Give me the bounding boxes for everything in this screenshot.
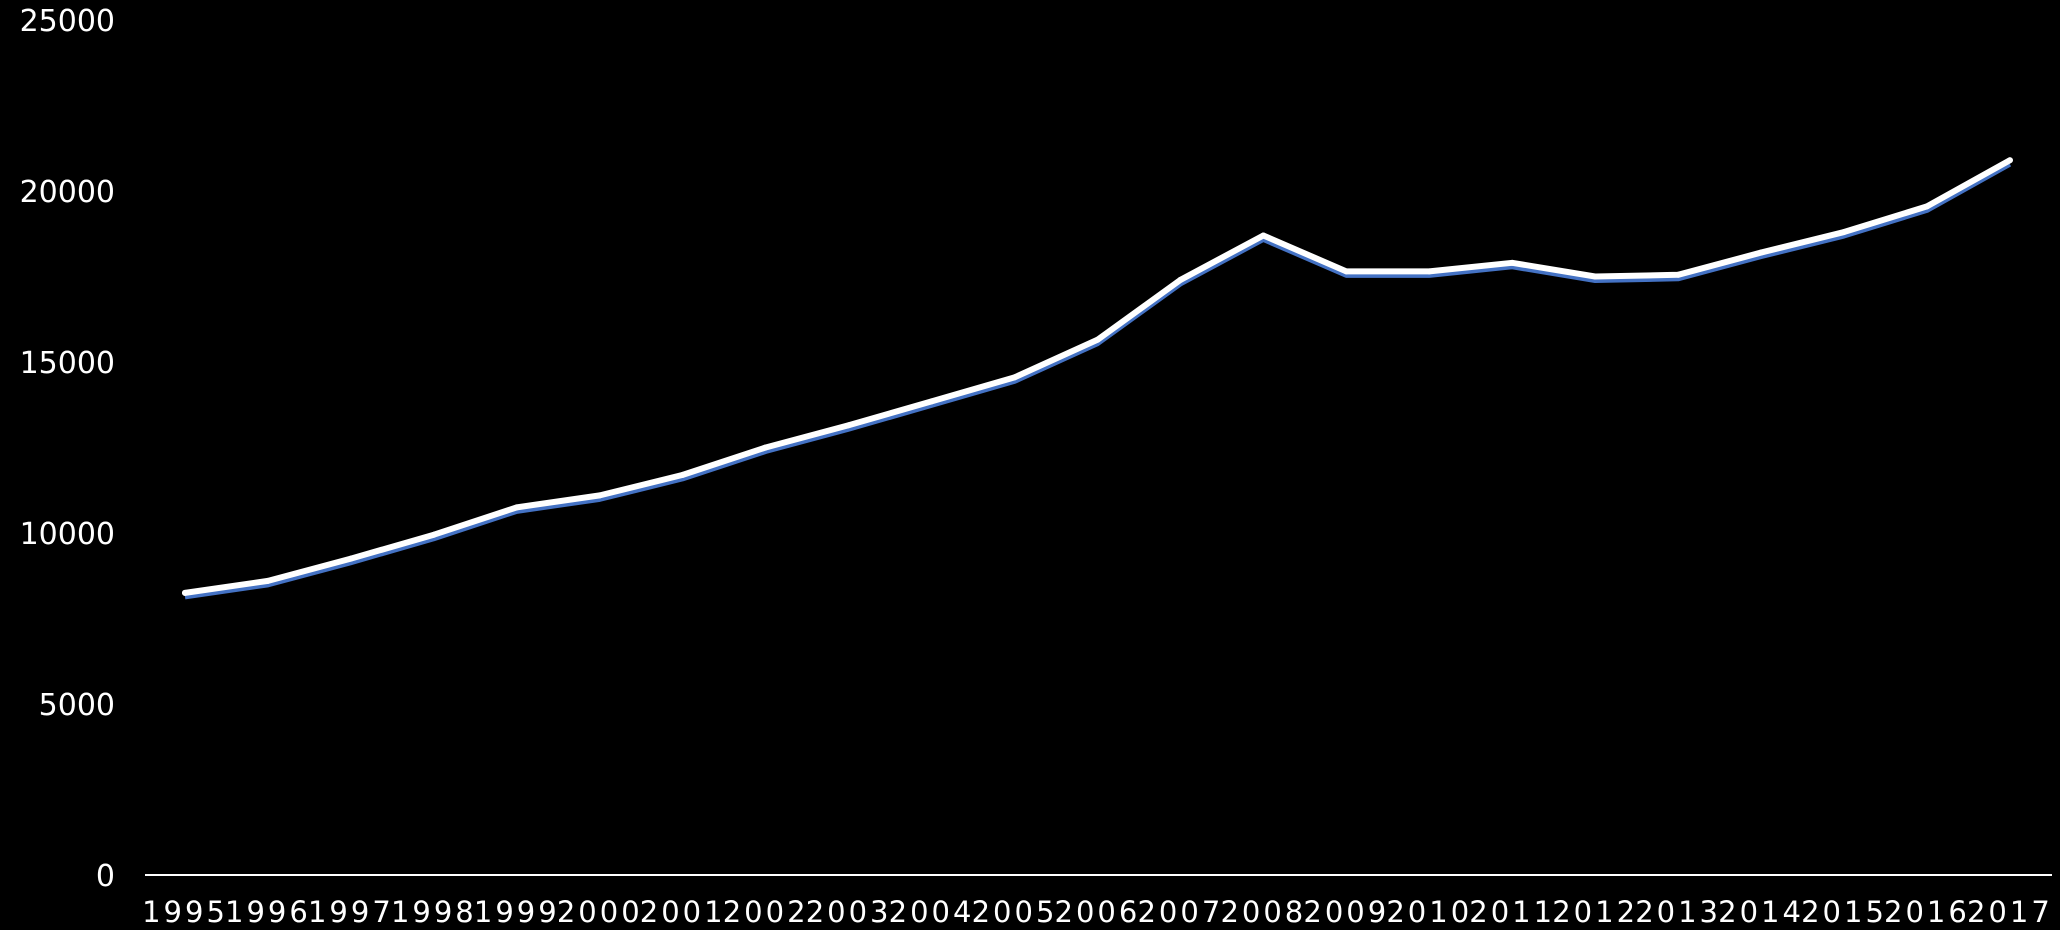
- x-tick-label: 1997: [308, 895, 394, 929]
- x-tick-label: 2008: [1220, 895, 1306, 929]
- data-point-2006: [1094, 336, 1101, 343]
- x-tick-label: 2009: [1303, 895, 1389, 929]
- x-tick-label: 1999: [474, 895, 560, 929]
- drop-lines: [184, 160, 2011, 875]
- x-tick-label: 1995: [142, 895, 228, 929]
- data-point-2010: [1426, 268, 1433, 275]
- y-tick-label: 25000: [20, 4, 115, 39]
- data-point-2007: [1177, 276, 1184, 283]
- x-tick-label: 2000: [557, 895, 643, 929]
- data-point-2015: [1841, 229, 1847, 236]
- x-tick-label: 2006: [1055, 895, 1141, 929]
- data-point-2012: [1592, 273, 1599, 280]
- data-point-2013: [1675, 271, 1682, 278]
- data-point-2002: [762, 444, 769, 451]
- data-point-2004: [928, 398, 935, 405]
- x-tick-label: 2017: [1967, 895, 2053, 929]
- x-tick-label: 2001: [640, 895, 726, 929]
- x-tick-label: 1998: [391, 895, 477, 929]
- y-tick-label: 20000: [20, 175, 115, 210]
- data-point-2017: [2006, 157, 2013, 164]
- data-point-2008: [1260, 232, 1267, 239]
- x-tick-label: 1996: [225, 895, 311, 929]
- x-tick-label: 2002: [723, 895, 809, 929]
- x-tick-label: 2007: [1137, 895, 1223, 929]
- data-point-2001: [679, 471, 686, 478]
- y-tick-label: 10000: [20, 517, 115, 552]
- data-point-2000: [596, 492, 603, 499]
- y-tick-label: 5000: [39, 688, 115, 723]
- x-axis-tick-labels: 1995199619971998199920002001200220032004…: [142, 895, 2053, 929]
- data-point-2011: [1509, 259, 1516, 266]
- x-tick-label: 2012: [1552, 895, 1638, 929]
- x-tick-label: 2010: [1386, 895, 1472, 929]
- x-tick-label: 2005: [972, 895, 1058, 929]
- data-point-2009: [1343, 268, 1350, 275]
- y-tick-label: 15000: [20, 346, 115, 381]
- data-point-1998: [430, 531, 437, 538]
- data-point-2016: [1923, 203, 1930, 210]
- data-point-1995: [182, 589, 188, 596]
- data-point-1997: [347, 555, 354, 562]
- series-lines: [182, 157, 2013, 600]
- x-tick-label: 2004: [889, 895, 975, 929]
- data-point-2005: [1011, 374, 1018, 381]
- series-line-shadow: [184, 162, 2012, 600]
- x-tick-label: 2015: [1801, 895, 1887, 929]
- x-tick-label: 2013: [1635, 895, 1721, 929]
- x-tick-label: 2014: [1718, 895, 1804, 929]
- data-point-2003: [845, 422, 852, 429]
- x-tick-label: 2016: [1884, 895, 1970, 929]
- x-tick-label: 2003: [806, 895, 892, 929]
- x-tick-label: 2011: [1469, 895, 1555, 929]
- data-point-2014: [1758, 249, 1765, 256]
- data-point-1999: [513, 504, 520, 511]
- y-tick-label: 0: [96, 859, 115, 894]
- data-point-1996: [264, 577, 271, 584]
- y-axis-tick-labels: 0 5000 10000 15000 20000 25000: [20, 4, 115, 894]
